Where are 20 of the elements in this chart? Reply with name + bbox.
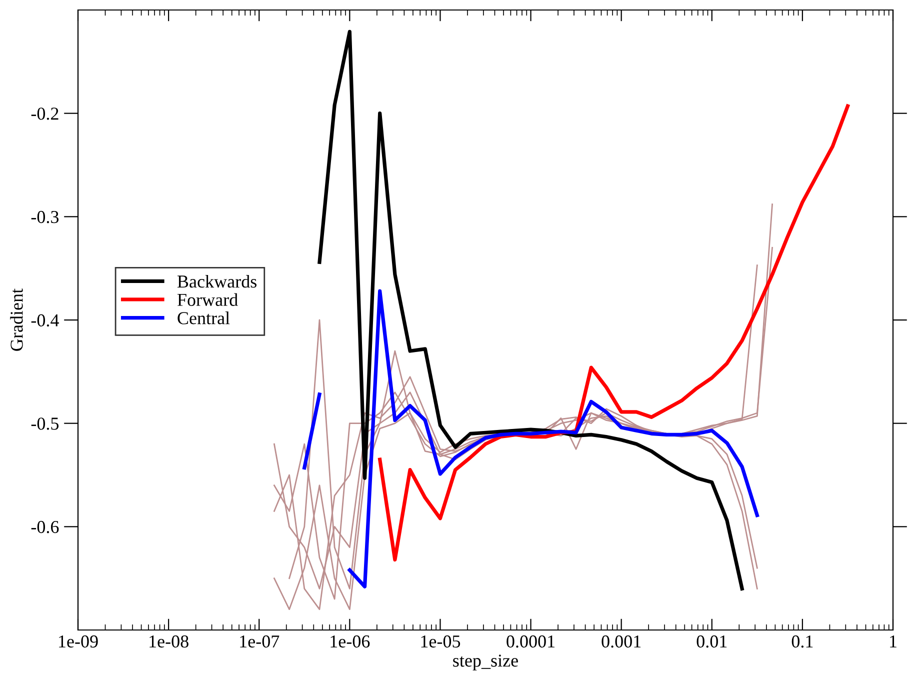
legend-label: Central: [178, 312, 230, 324]
y-tick-label: -0.5: [31, 418, 59, 430]
x-tick-label: 1e-05: [421, 635, 460, 648]
x-tick-label: 0.001: [602, 635, 641, 648]
x-tick-label: 1e-08: [150, 635, 188, 648]
x-tick-label: 1: [890, 635, 896, 648]
x-tick-label: 1e-09: [59, 635, 98, 648]
y-tick-label: -0.4: [31, 314, 59, 327]
x-axis-title: step_size: [453, 654, 518, 670]
x-tick-label: 1e-07: [240, 635, 280, 648]
x-tick-label: 0.1: [792, 635, 813, 648]
x-tick-label: 0.01: [696, 635, 727, 648]
legend-label: Backwards: [177, 274, 257, 288]
y-axis-title: Gradient: [10, 288, 23, 351]
y-tick-label: -0.3: [31, 210, 59, 224]
x-tick-label: 0.0001: [506, 635, 555, 648]
x-tick-label: 1e-06: [330, 635, 370, 648]
y-tick-label: -0.2: [31, 108, 58, 120]
y-tick-label: -0.6: [31, 520, 59, 534]
legend-label: Forward: [177, 293, 238, 306]
